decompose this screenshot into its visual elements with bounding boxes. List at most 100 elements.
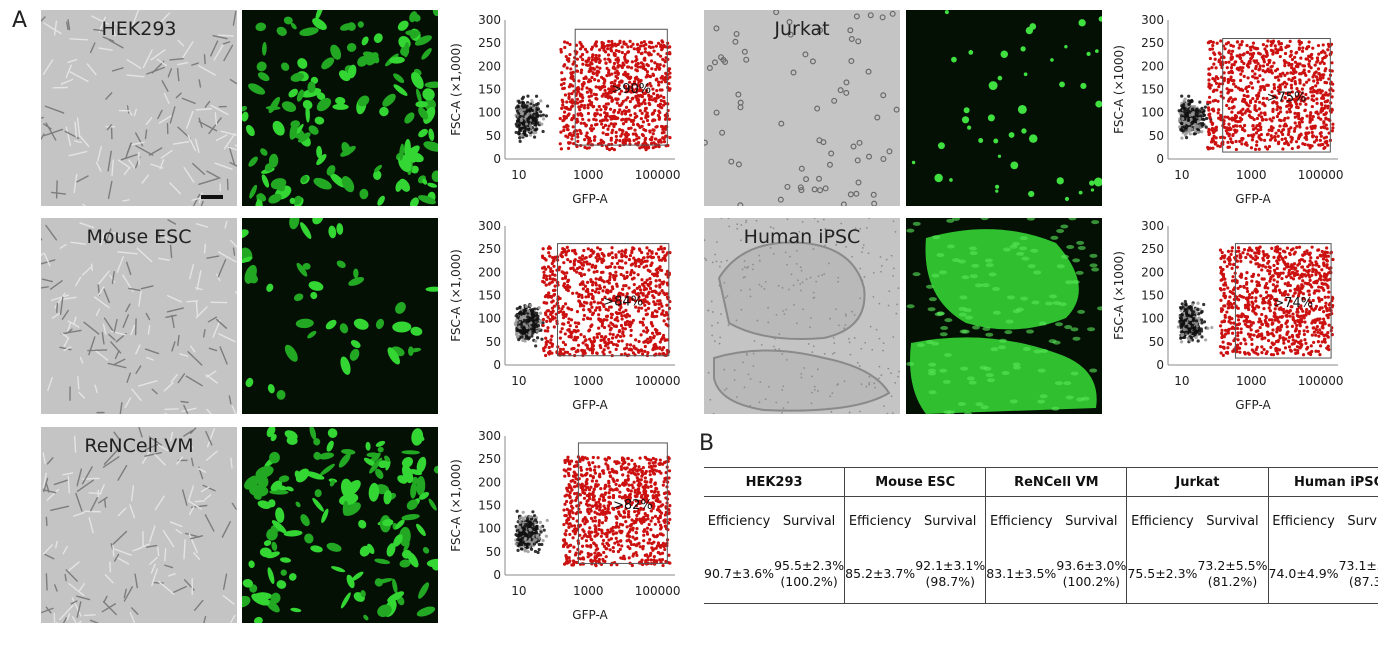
- efficiency-cell: 85.2±3.7%: [844, 545, 916, 604]
- fluorescence-image-human-ipsc: [906, 218, 1102, 414]
- x-tick-label: 100000: [635, 168, 681, 182]
- efficiency-cell: 75.5±2.3%: [1126, 545, 1198, 604]
- table-subheader-row: Efficiency Survival Efficiency Survival …: [704, 496, 1378, 545]
- y-tick-label: 0: [1156, 152, 1164, 166]
- gate-box: [574, 28, 668, 146]
- y-tick-label: 100: [478, 312, 501, 326]
- efficiency-cell: 74.0±4.9%: [1268, 545, 1339, 604]
- gate-percentage-label: >84%: [603, 295, 643, 310]
- y-tick-label: 50: [1149, 335, 1164, 349]
- y-tick-label: 150: [478, 499, 501, 513]
- x-tick-label: 1000: [1236, 168, 1267, 182]
- scatter-points: [1177, 39, 1335, 152]
- y-tick-label: 0: [1156, 358, 1164, 372]
- x-tick-label: 1000: [1236, 374, 1267, 388]
- subheader-efficiency: Efficiency: [848, 513, 912, 529]
- y-tick-label: 0: [493, 152, 501, 166]
- x-tick-label: 100000: [1298, 168, 1344, 182]
- scatter-points: [514, 455, 672, 568]
- column-header: Jurkat: [1126, 467, 1269, 497]
- scatter-points: [514, 39, 672, 152]
- column-header: Human iPSC: [1268, 467, 1378, 497]
- y-tick-label: 300: [478, 13, 501, 27]
- subheader-efficiency: Efficiency: [1272, 513, 1335, 529]
- y-tick-label: 50: [486, 129, 501, 143]
- x-tick-label: 100000: [1298, 374, 1344, 388]
- subheader-survival: Survival: [1197, 496, 1269, 545]
- brightfield-image-jurkat: Jurkat: [704, 10, 900, 206]
- subheader-efficiency: Efficiency: [989, 513, 1053, 529]
- subheader-efficiency: Efficiency: [707, 513, 771, 529]
- y-tick-label: 150: [1141, 83, 1164, 97]
- subheader-survival: Survival: [1056, 496, 1128, 545]
- gate-box: [1234, 243, 1332, 359]
- cell-line-label: Jurkat: [774, 18, 830, 40]
- x-tick-label: 100000: [635, 584, 681, 598]
- x-axis-label: GFP-A: [572, 192, 608, 206]
- brightfield-image-mouse-esc: Mouse ESC: [41, 218, 237, 414]
- x-axis-label: GFP-A: [572, 608, 608, 622]
- x-tick-label: 10: [511, 584, 526, 598]
- gate-percentage-label: >75%: [1267, 90, 1307, 105]
- panel-label-a: A: [12, 8, 28, 33]
- y-axis-label: FSC-A (×1,000): [449, 249, 463, 342]
- cell-line-label: Human iPSC: [743, 226, 861, 248]
- y-tick-label: 150: [478, 289, 501, 303]
- x-tick-label: 1000: [573, 584, 604, 598]
- gate-percentage-label: >74%: [1273, 296, 1313, 311]
- y-tick-label: 150: [1141, 289, 1164, 303]
- results-table: HEK293 Mouse ESC ReNCell VM Jurkat Human…: [704, 467, 1378, 604]
- survival-cell: 95.5±2.3% (100.2%): [774, 545, 846, 604]
- facs-plot-rencell-vm: 0 50 100 150 200 250 300 10 1000 100000 GFP-A FSC-A…: [440, 428, 690, 628]
- subheader-efficiency: Efficiency: [1131, 513, 1194, 529]
- scale-bar: [201, 195, 223, 199]
- brightfield-image-human-ipsc: Human iPSC: [704, 218, 900, 414]
- y-tick-label: 100: [1141, 106, 1164, 120]
- x-tick-label: 10: [511, 168, 526, 182]
- efficiency-cell: 83.1±3.5%: [985, 545, 1057, 604]
- gate-box: [557, 243, 670, 357]
- survival-cell: 93.6±3.0% (100.2%): [1056, 545, 1128, 604]
- survival-cell: 73.2±5.5% (81.2%): [1197, 545, 1269, 604]
- cell-line-label: Mouse ESC: [86, 226, 192, 248]
- facs-plot-jurkat: 0 50 100 150 200 250 300 10 1000 100000 GFP-A FSC-A…: [1103, 12, 1353, 212]
- fluorescence-image-hek293: [242, 10, 438, 206]
- y-tick-label: 100: [478, 106, 501, 120]
- subheader-survival: Survival: [774, 496, 846, 545]
- efficiency-cell: 90.7±3.6%: [704, 545, 775, 604]
- gate-box: [1222, 38, 1331, 153]
- x-axis-label: GFP-A: [572, 398, 608, 412]
- survival-cell: 73.1±5.3%(87.3%): [1338, 545, 1378, 604]
- y-tick-label: 300: [1141, 13, 1164, 27]
- fluorescence-image-mouse-esc: [242, 218, 438, 414]
- x-tick-label: 1000: [573, 374, 604, 388]
- x-tick-label: 100000: [635, 374, 681, 388]
- panel-label-b: B: [699, 431, 715, 456]
- y-tick-label: 200: [478, 265, 501, 279]
- y-tick-label: 150: [478, 83, 501, 97]
- cell-line-label: HEK293: [101, 18, 177, 40]
- survival-cell: 92.1±3.1% (98.7%): [915, 545, 987, 604]
- y-tick-label: 100: [1141, 312, 1164, 326]
- y-tick-label: 0: [493, 568, 501, 582]
- cell-line-label: ReNCell VM: [84, 435, 194, 457]
- gate-percentage-label: >82%: [613, 498, 653, 513]
- x-axis-label: GFP-A: [1235, 398, 1271, 412]
- y-axis-label: FSC-A (×1000): [1112, 45, 1126, 134]
- gate-box: [577, 442, 668, 564]
- subheader-survival: Survival: [915, 496, 987, 545]
- y-tick-label: 250: [1141, 36, 1164, 50]
- x-tick-label: 10: [1174, 374, 1189, 388]
- x-tick-label: 10: [511, 374, 526, 388]
- y-tick-label: 200: [1141, 265, 1164, 279]
- y-tick-label: 50: [486, 335, 501, 349]
- y-tick-label: 300: [478, 429, 501, 443]
- scatter-points: [1176, 245, 1335, 357]
- fluorescence-image-jurkat: [906, 10, 1102, 206]
- y-tick-label: 200: [1141, 59, 1164, 73]
- scatter-points: [513, 245, 672, 358]
- brightfield-image-hek293: HEK293: [41, 10, 237, 206]
- y-axis-label: FSC-A (×1000): [1112, 251, 1126, 340]
- fluorescence-image-rencell-vm: [242, 427, 438, 623]
- y-tick-label: 300: [1141, 219, 1164, 233]
